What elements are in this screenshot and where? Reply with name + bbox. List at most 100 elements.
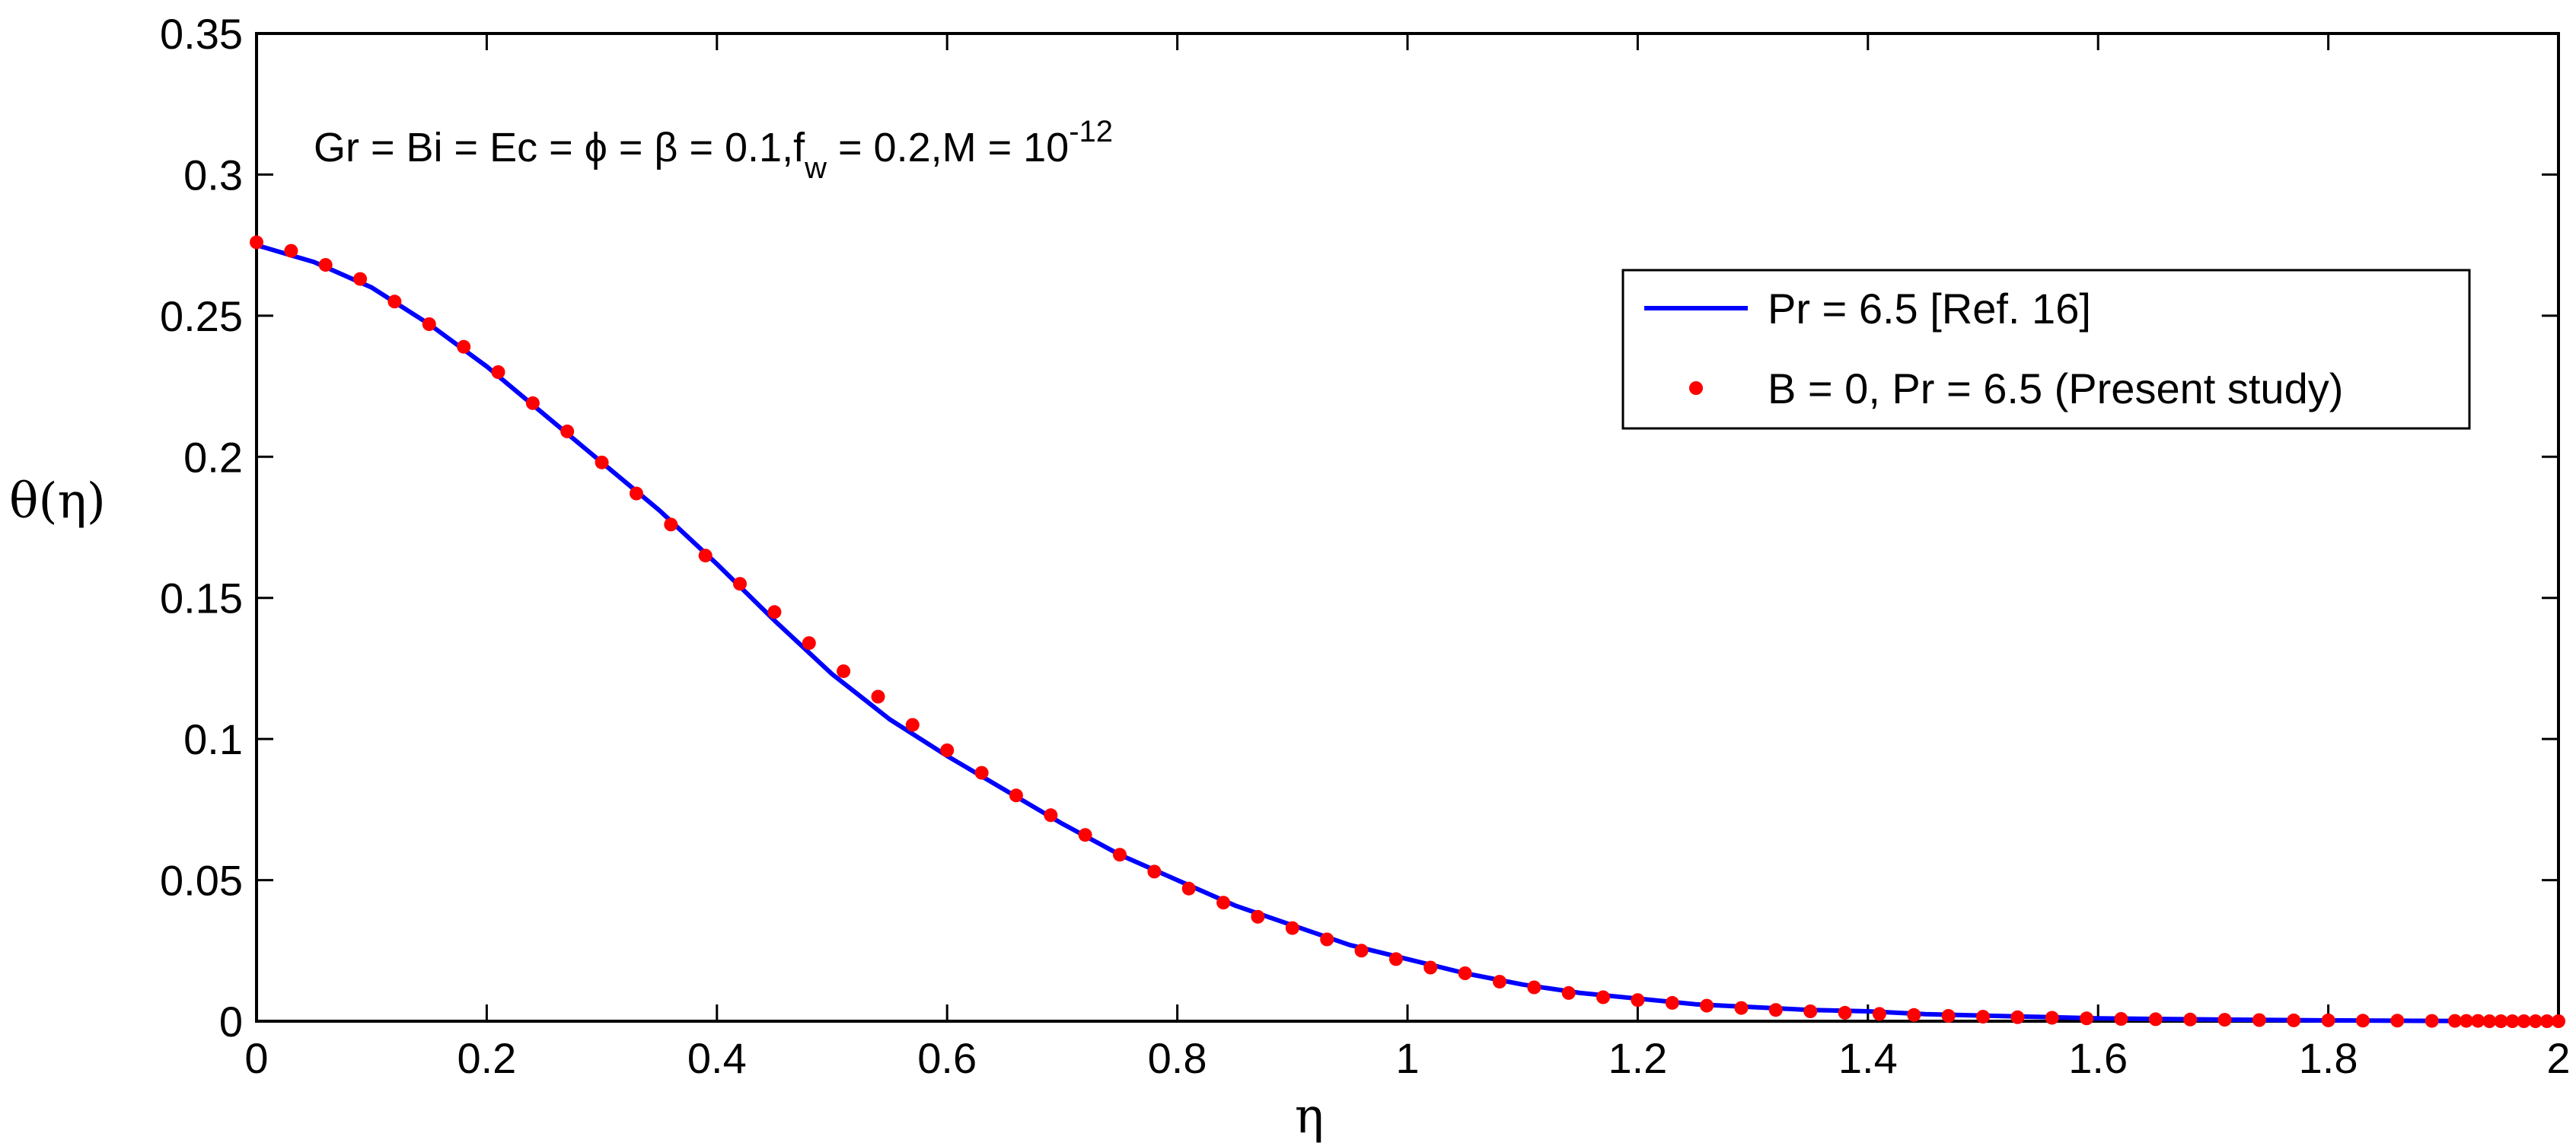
data-point [2552, 1014, 2565, 1028]
x-tick-label: 1.2 [1608, 1034, 1667, 1082]
data-point [353, 272, 368, 286]
x-tick-label: 0.4 [687, 1034, 747, 1082]
x-tick-label: 1.4 [1838, 1034, 1898, 1082]
data-point [2447, 1014, 2462, 1028]
annotation-subscript: w [804, 151, 827, 185]
data-point [560, 424, 575, 438]
annotation-superscript: -12 [1069, 115, 1113, 148]
plot-area [255, 32, 2560, 1023]
data-point [1596, 990, 1610, 1004]
data-point [525, 396, 540, 410]
data-point [837, 664, 851, 679]
data-point [1734, 1001, 1749, 1015]
data-point [1320, 932, 1334, 947]
data-point [2217, 1013, 2232, 1027]
x-tick-label: 0 [244, 1034, 268, 1082]
legend-entry-ref16: Pr = 6.5 [Ref. 16] [1768, 285, 2091, 333]
data-point [2010, 1010, 2025, 1024]
data-point [2460, 1014, 2473, 1028]
data-point [1354, 944, 1369, 958]
data-point [250, 235, 263, 250]
data-point [2539, 1014, 2554, 1028]
data-point [767, 605, 782, 619]
data-point [1251, 909, 1265, 924]
data-point [1976, 1010, 1990, 1024]
data-point [2482, 1014, 2497, 1028]
data-point [284, 244, 298, 258]
data-point [1285, 921, 1299, 935]
x-axis-label: η [1295, 1088, 1324, 1144]
y-tick-label: 0.3 [183, 151, 243, 199]
data-point [733, 577, 747, 591]
y-tick-label: 0.05 [160, 857, 243, 905]
data-point [422, 317, 436, 331]
data-point [630, 486, 643, 501]
data-point [1113, 848, 1127, 862]
x-tick-label: 0.8 [1148, 1034, 1207, 1082]
data-point [2528, 1014, 2543, 1028]
y-axis: 0 0.05 0.1 0.15 0.2 0.25 0.3 0.35 [160, 10, 2558, 1046]
data-point [1631, 993, 1645, 1008]
data-point [2505, 1014, 2520, 1028]
data-point [698, 549, 713, 563]
x-tick-label: 0.6 [917, 1034, 977, 1082]
annotation-main: Gr = Bi = Ec = ϕ = β = 0.1,f [314, 125, 805, 170]
data-point [1078, 828, 1092, 842]
x-tick-label: 1.8 [2299, 1034, 2358, 1082]
x-tick-label: 1.6 [2068, 1034, 2128, 1082]
legend-marker-swatch [1689, 381, 1703, 395]
y-tick-label: 0.35 [160, 10, 243, 58]
data-point [2287, 1013, 2301, 1027]
data-point [2356, 1014, 2370, 1028]
data-point [1423, 960, 1438, 975]
data-point [664, 517, 678, 532]
data-point [491, 365, 505, 379]
data-point [1561, 985, 1576, 1000]
data-point [318, 258, 333, 272]
y-tick-label: 0.1 [183, 715, 243, 763]
data-point [905, 718, 920, 732]
data-point [2390, 1014, 2405, 1028]
data-point [2425, 1014, 2439, 1028]
x-tick-label: 2 [2546, 1034, 2570, 1082]
data-point [1527, 980, 1541, 995]
data-point [1872, 1007, 1886, 1021]
data-point [1216, 896, 1231, 910]
data-point [1803, 1004, 1818, 1018]
data-point [1147, 864, 1162, 879]
y-axis-label: θ(η) [9, 473, 106, 530]
legend: Pr = 6.5 [Ref. 16] B = 0, Pr = 6.5 (Pres… [1621, 269, 2471, 430]
data-point [1665, 995, 1679, 1010]
data-point [1009, 788, 1023, 803]
data-point [1458, 966, 1472, 980]
data-point [387, 294, 402, 309]
data-point [2321, 1013, 2335, 1027]
data-point [1044, 808, 1058, 823]
legend-box [1621, 269, 2471, 430]
data-point [802, 636, 816, 651]
data-point [1941, 1009, 1956, 1023]
data-point [1493, 975, 1506, 989]
data-point [595, 455, 609, 470]
data-point [1700, 998, 1714, 1013]
y-tick-label: 0 [219, 998, 243, 1046]
data-point [1768, 1003, 1783, 1017]
x-axis: 0 0.2 0.4 0.6 0.8 1 1.2 1.4 1.6 1.8 2 [244, 33, 2571, 1082]
series-markers-present [250, 235, 2565, 1028]
data-point [2252, 1013, 2266, 1027]
data-point [2517, 1014, 2531, 1028]
x-tick-label: 0.2 [457, 1034, 516, 1082]
data-point [974, 766, 989, 780]
data-point [871, 689, 885, 704]
data-point [2045, 1011, 2059, 1025]
data-point [2494, 1014, 2508, 1028]
data-point [457, 339, 471, 354]
data-point [2148, 1012, 2163, 1027]
y-tick-label: 0.15 [160, 575, 243, 622]
data-point [1388, 952, 1403, 966]
data-point [1838, 1005, 1852, 1020]
data-point [940, 743, 955, 757]
data-point [1181, 881, 1196, 896]
y-tick-label: 0.25 [160, 292, 243, 340]
